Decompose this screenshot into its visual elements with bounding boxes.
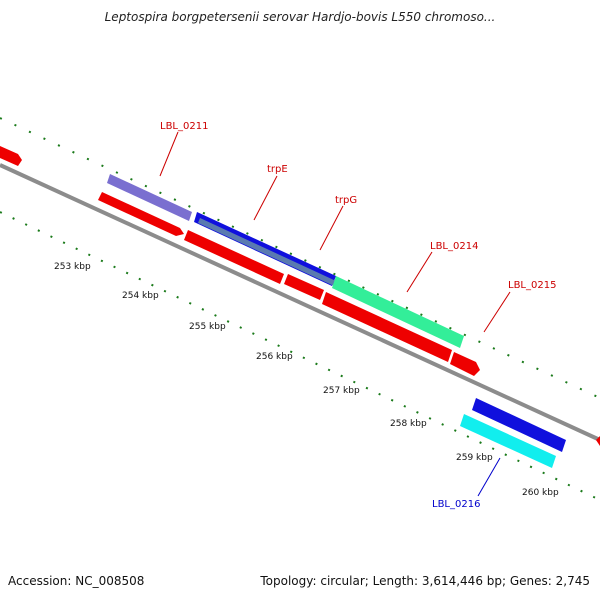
outer-ticks-top (0, 117, 600, 399)
cds-features (98, 192, 480, 376)
kbp-label: 254 kbp (122, 291, 159, 301)
accession-text: Accession: NC_008508 (8, 574, 145, 588)
gene-label-trpe[interactable]: trpE (267, 164, 288, 175)
kbp-label: 256 kbp (256, 352, 293, 362)
kbp-label: 259 kbp (456, 453, 493, 463)
topology-summary: Topology: circular; Length: 3,614,446 bp… (260, 574, 590, 588)
gene-feature-right[interactable] (596, 436, 600, 446)
kbp-label: 260 kbp (522, 488, 559, 498)
kbp-label: 258 kbp (390, 419, 427, 429)
forward-strand-genes (0, 146, 600, 468)
cds-feature-4[interactable] (322, 292, 452, 362)
kbp-label: 255 kbp (189, 322, 226, 332)
gene-label-lbl-0214[interactable]: LBL_0214 (430, 241, 478, 252)
cds-feature-5[interactable] (450, 352, 480, 376)
cds-feature-2[interactable] (184, 230, 284, 284)
kbp-label: 253 kbp (54, 262, 91, 272)
gene-label-lbl-0211[interactable]: LBL_0211 (160, 121, 208, 132)
gene-feature-lbl-0211[interactable] (107, 174, 192, 221)
gene-feature-left[interactable] (0, 146, 22, 166)
genome-backbone (0, 163, 600, 442)
gene-feature-lbl-0216[interactable] (460, 414, 556, 468)
kbp-scale-labels: 253 kbp 254 kbp 255 kbp 256 kbp 257 kbp … (54, 262, 559, 498)
gene-label-lbl-0216[interactable]: LBL_0216 (432, 499, 480, 510)
cds-feature-1[interactable] (98, 192, 184, 236)
gene-label-trpg[interactable]: trpG (335, 195, 357, 206)
gene-feature-lbl-0214[interactable] (332, 276, 464, 348)
kbp-label: 257 kbp (323, 386, 360, 396)
cds-feature-3[interactable] (284, 274, 324, 300)
gene-feature-lbl-0216-blue[interactable] (472, 398, 566, 452)
label-leaders (159, 131, 511, 497)
scale-ticks-bottom (0, 211, 600, 501)
gene-labels: LBL_0211 trpE trpG LBL_0214 LBL_0215 LBL… (160, 121, 556, 510)
map-title: Leptospira borgpetersenii serovar Hardjo… (104, 10, 496, 24)
gene-feature-trpe-overlap (198, 218, 336, 286)
gene-label-lbl-0215[interactable]: LBL_0215 (508, 280, 556, 291)
